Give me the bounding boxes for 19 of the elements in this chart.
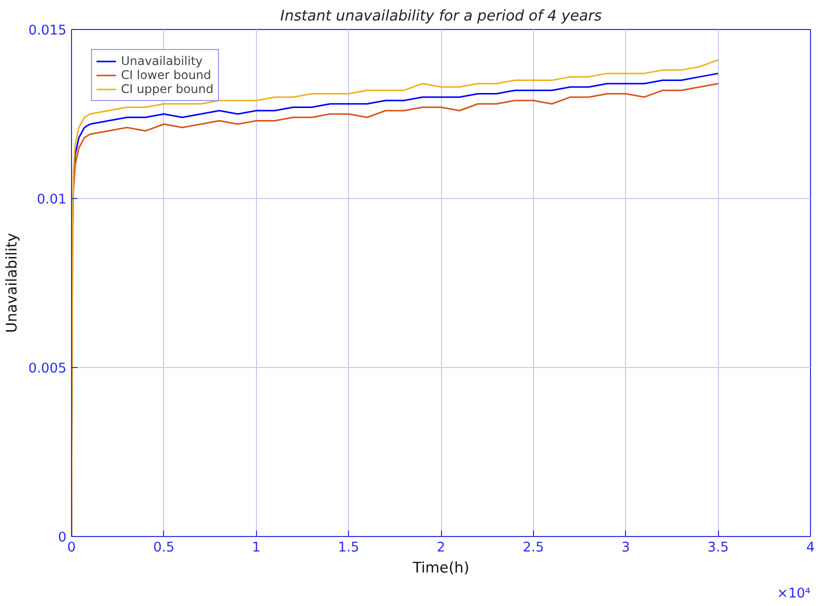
text: ×10⁴	[777, 586, 811, 602]
x-tick-label: 3.5	[708, 540, 729, 556]
x-tick-label: 1.5	[338, 540, 360, 556]
y-tick-label: 0.005	[28, 362, 66, 376]
legend-label: Unavailability	[121, 54, 203, 68]
x-tick-label: 4	[806, 540, 815, 556]
x-tick-label: 2.5	[522, 540, 544, 556]
y-axis-title: Unavailability	[3, 232, 20, 333]
y-tick-label: 0.015	[28, 24, 66, 38]
x-tick-label: 0.5	[153, 540, 174, 556]
x-tick-label: 2	[436, 540, 446, 556]
x-tick-label: 3	[622, 540, 630, 556]
x-tick-label: 1	[252, 540, 260, 556]
y-tick-label: 0.01	[36, 192, 67, 208]
y-tick-label: 0	[58, 530, 67, 546]
x-axis-title: Time(h)	[412, 560, 470, 576]
legend-label: CI lower bound	[121, 68, 212, 82]
legend-label: CI upper bound	[121, 82, 214, 96]
chart-title: Instant unavailability for a period of 4 years	[280, 8, 602, 24]
